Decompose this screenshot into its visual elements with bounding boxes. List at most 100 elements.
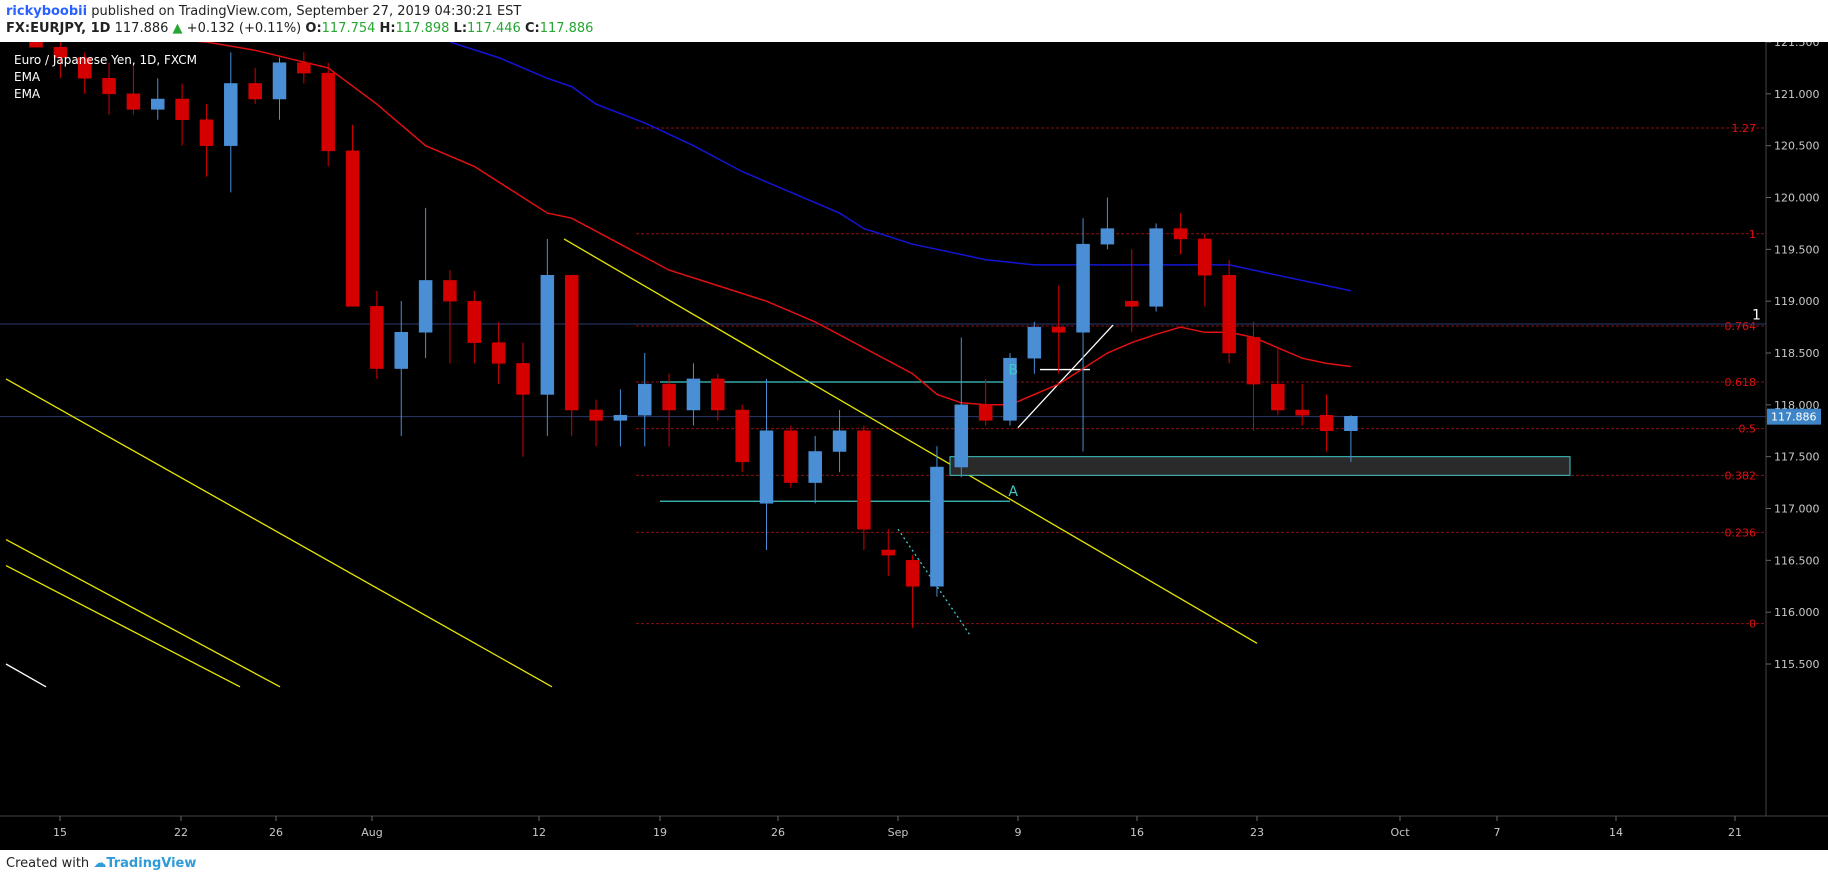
candle-body <box>564 275 579 411</box>
fib-label: 1 <box>1749 228 1756 241</box>
candle-body <box>224 83 238 146</box>
publish-info: rickyboobii published on TradingView.com… <box>6 4 521 19</box>
trendline <box>5 663 47 688</box>
price-chart[interactable]: 1.27 1 0.764 0.618 0.5 0.382 0.236 0 A B 1 121.500 1… <box>0 42 1828 850</box>
ema-fast-line <box>195 42 1351 406</box>
candle-body <box>784 430 798 483</box>
publish-text: published on TradingView.com, September … <box>87 4 522 19</box>
candle-body <box>467 300 482 343</box>
candle-body <box>905 560 920 587</box>
candle-body <box>978 404 993 421</box>
candle-body <box>1100 228 1115 245</box>
y-tick-label: 116.500 <box>1774 554 1820 567</box>
fib-label: 0.618 <box>1725 376 1757 389</box>
y-tick-label: 117.500 <box>1774 451 1820 464</box>
x-tick-label: 9 <box>1015 826 1022 839</box>
y-tick-label: 119.000 <box>1774 295 1820 308</box>
candle-body <box>589 409 603 421</box>
candle-body <box>1344 415 1358 431</box>
candle-body <box>881 549 895 556</box>
y-tick-label: 120.000 <box>1774 192 1820 205</box>
candle-body <box>1319 414 1334 432</box>
candle-body <box>638 383 652 416</box>
high-value: 117.898 <box>395 21 450 36</box>
y-tick-label: 121.000 <box>1774 88 1820 101</box>
trendline <box>5 564 241 688</box>
y-tick-label: 115.500 <box>1774 658 1820 671</box>
x-tick-label: 14 <box>1609 826 1623 839</box>
up-arrow-icon: ▲ <box>172 21 183 36</box>
legend-ema-1: EMA <box>14 70 41 84</box>
candle-body <box>662 383 676 411</box>
candle-body <box>930 466 944 587</box>
trendline <box>1017 324 1114 429</box>
candle-body <box>1003 357 1017 421</box>
candle-body <box>1149 228 1163 307</box>
candle-body <box>954 404 969 468</box>
tradingview-logo[interactable]: TradingView <box>106 856 197 871</box>
candle-body <box>1173 228 1188 240</box>
annotation-label: B <box>1008 363 1018 379</box>
candle-body <box>1246 337 1261 385</box>
low-value: 117.446 <box>467 21 521 36</box>
y-tick-label: 121.500 <box>1774 42 1820 49</box>
candle-body <box>491 342 506 364</box>
candle-body <box>1295 409 1309 416</box>
candle-body <box>1271 383 1285 411</box>
y-tick-label: 117.000 <box>1774 503 1820 516</box>
annotation-label: A <box>1008 484 1018 500</box>
price-change: +0.132 (+0.11%) <box>186 21 302 36</box>
legend-title: Euro / Japanese Yen, 1D, FXCM <box>14 53 198 67</box>
chart-legend: Euro / Japanese Yen, 1D, FXCM EMA EMA <box>14 52 197 103</box>
last-price: 117.886 <box>114 21 169 36</box>
chart-canvas[interactable]: 1.2710.7640.6180.50.3820.2360AB1121.5001… <box>0 42 1828 850</box>
legend-ema-2: EMA <box>14 87 41 101</box>
created-with-text: Created with <box>6 856 90 871</box>
close-label: C: <box>524 21 540 36</box>
fib-label: 1.27 <box>1732 122 1757 135</box>
candle-body <box>1027 326 1042 359</box>
candle-body <box>1076 243 1090 333</box>
x-tick-label: 26 <box>771 826 785 839</box>
low-label: L: <box>453 21 468 36</box>
candle-body <box>272 62 287 100</box>
fib-label: 0.764 <box>1725 320 1757 333</box>
candle-body <box>175 98 189 120</box>
candle-body <box>735 409 749 463</box>
candle-body <box>126 93 141 110</box>
x-tick-label: 21 <box>1728 826 1742 839</box>
candle-body <box>1222 275 1236 354</box>
dotted-trendline <box>897 528 971 636</box>
x-tick-label: 26 <box>269 826 283 839</box>
close-value: 117.886 <box>539 21 594 36</box>
x-tick-label: Sep <box>888 826 909 839</box>
author-link[interactable]: rickyboobii <box>6 4 88 19</box>
candle-body <box>857 430 871 530</box>
y-tick-label: 119.500 <box>1774 243 1820 256</box>
candle-body <box>394 332 408 369</box>
candle-body <box>613 414 628 421</box>
x-tick-label: 22 <box>174 826 188 839</box>
candle-body <box>199 119 214 146</box>
cloud-icon: ☁ <box>93 856 107 871</box>
fib-label: 0.236 <box>1725 526 1757 539</box>
candle-body <box>832 430 847 452</box>
candle-body <box>418 280 433 333</box>
high-label: H: <box>379 21 396 36</box>
x-tick-label: 15 <box>53 826 67 839</box>
y-tick-label: 116.000 <box>1774 606 1820 619</box>
open-value: 117.754 <box>321 21 376 36</box>
candle-body <box>29 42 43 48</box>
annotation-label: 1 <box>1752 308 1761 324</box>
candle-body <box>102 78 116 95</box>
candle-body <box>808 451 822 483</box>
last-price-tag-label: 117.886 <box>1771 411 1817 424</box>
open-label: O: <box>305 21 322 36</box>
symbol-label: FX:EURJPY, 1D <box>6 21 111 36</box>
x-tick-label: 16 <box>1130 826 1144 839</box>
x-tick-label: 19 <box>653 826 667 839</box>
y-tick-label: 120.500 <box>1774 140 1820 153</box>
candle-body <box>248 83 262 100</box>
candle-body <box>1051 326 1066 333</box>
candle-body <box>711 378 725 411</box>
